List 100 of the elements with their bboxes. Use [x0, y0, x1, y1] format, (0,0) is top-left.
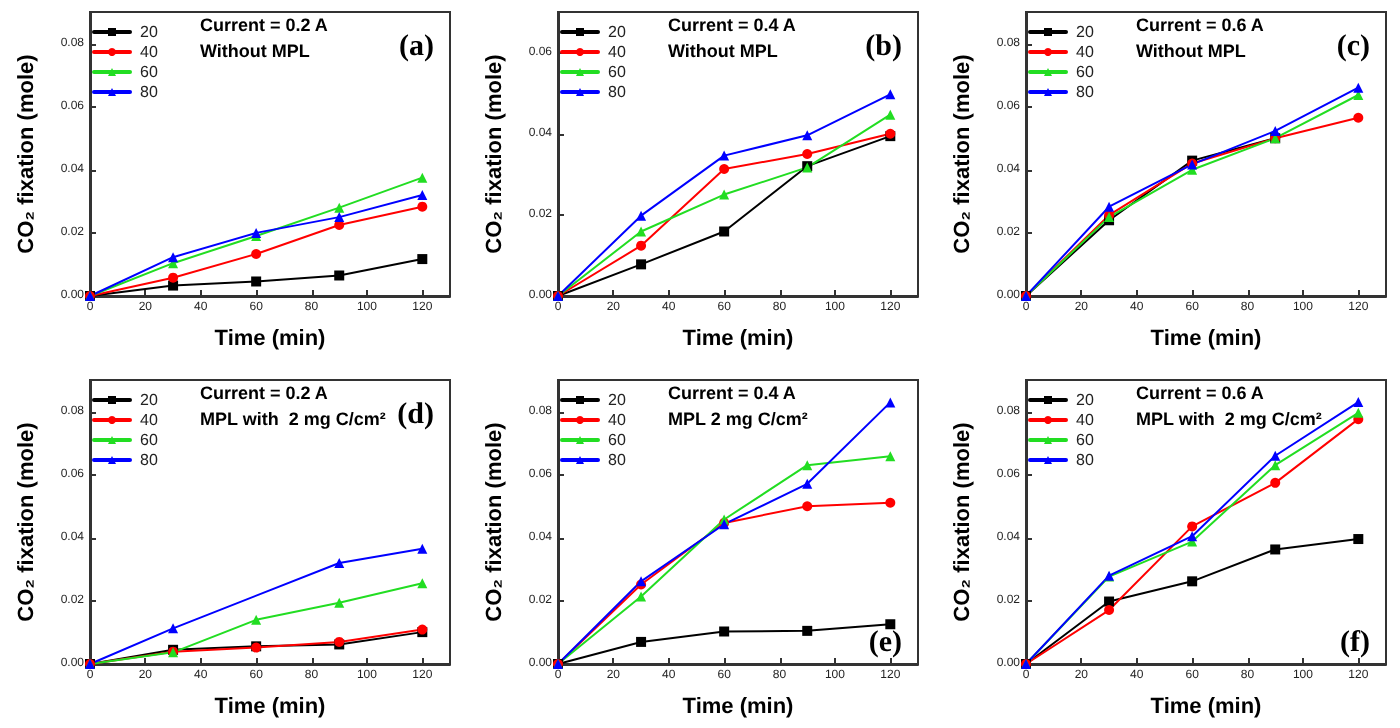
- legend-label: 80: [1076, 83, 1095, 101]
- x-axis-title: Time (min): [682, 327, 795, 351]
- point: [1104, 605, 1115, 616]
- annotation: (e): [868, 627, 903, 659]
- point: [719, 164, 730, 175]
- legend-label: 60: [608, 431, 627, 449]
- annotation: Without MPL: [1136, 41, 1247, 61]
- legend-label: 60: [140, 431, 159, 449]
- x-axis-title: Time (min): [1150, 327, 1263, 351]
- point: [417, 172, 428, 183]
- point: [1353, 534, 1364, 545]
- point: [802, 130, 813, 141]
- legend-label: 60: [1076, 63, 1095, 81]
- legend-label: 80: [140, 83, 159, 101]
- point: [1353, 112, 1364, 123]
- legend-label: 40: [1076, 411, 1095, 429]
- y-axis-title: CO₂ fixation (mole): [951, 421, 975, 622]
- point: [251, 276, 262, 287]
- y-axis-title: CO₂ fixation (mole): [951, 53, 975, 254]
- annotation: MPL with 2 mg C/cm²: [1136, 409, 1322, 429]
- annotation: Current = 0.2 A: [200, 15, 329, 35]
- point: [885, 451, 896, 462]
- y-axis-title: CO₂ fixation (mole): [15, 53, 39, 254]
- point: [168, 623, 179, 634]
- x-axis-title: Time (min): [1150, 695, 1263, 719]
- point: [1187, 576, 1198, 587]
- point: [168, 272, 179, 283]
- point: [1353, 397, 1364, 408]
- annotation: Current = 0.2 A: [200, 383, 329, 403]
- legend-label: 80: [1076, 451, 1095, 469]
- x-axis-title: Time (min): [214, 327, 327, 351]
- point: [417, 201, 428, 212]
- legend-label: 20: [608, 391, 627, 409]
- point: [1270, 460, 1281, 471]
- point: [1270, 125, 1281, 136]
- point: [334, 212, 345, 223]
- point: [1270, 477, 1281, 488]
- annotation: (d): [397, 399, 435, 431]
- point: [168, 252, 179, 263]
- annotation: Without MPL: [200, 41, 311, 61]
- y-axis-title: CO₂ fixation (mole): [15, 421, 39, 622]
- point: [334, 202, 345, 213]
- point: [417, 254, 428, 265]
- annotation: Current = 0.6 A: [1136, 15, 1265, 35]
- annotation: Current = 0.4 A: [668, 15, 797, 35]
- legend-label: 20: [140, 23, 159, 41]
- point: [334, 558, 345, 569]
- legend-label: 40: [140, 411, 159, 429]
- legend-label: 40: [608, 411, 627, 429]
- annotation: (b): [865, 31, 903, 63]
- annotation: MPL with 2 mg C/cm²: [200, 409, 386, 429]
- legend-label: 20: [140, 391, 159, 409]
- x-axis-title: Time (min): [214, 695, 327, 719]
- legend-label: 40: [1076, 43, 1095, 61]
- legend-label: 80: [608, 451, 627, 469]
- legend-label: 20: [608, 23, 627, 41]
- point: [417, 543, 428, 554]
- point: [1187, 521, 1198, 532]
- point: [636, 636, 647, 647]
- point: [802, 149, 813, 159]
- point: [719, 626, 730, 637]
- point: [1187, 531, 1198, 542]
- legend-label: 60: [140, 63, 159, 81]
- legend-label: 20: [1076, 391, 1095, 409]
- point: [802, 460, 813, 471]
- annotation: (c): [1336, 31, 1371, 63]
- point: [1104, 201, 1115, 212]
- point: [636, 210, 647, 221]
- point: [1353, 407, 1364, 418]
- point: [885, 619, 896, 630]
- point: [636, 259, 647, 270]
- legend-label: 40: [140, 43, 159, 61]
- point: [1353, 82, 1364, 93]
- annotation: (f): [1340, 627, 1371, 659]
- y-axis-title: CO₂ fixation (mole): [483, 421, 507, 622]
- point: [168, 280, 179, 291]
- point: [719, 150, 730, 161]
- point: [636, 591, 647, 602]
- annotation: Without MPL: [668, 41, 779, 61]
- point: [1270, 544, 1281, 555]
- point: [885, 109, 896, 120]
- point: [1270, 450, 1281, 461]
- annotation: (a): [399, 31, 435, 63]
- point: [885, 89, 896, 100]
- point: [334, 270, 345, 281]
- legend-label: 40: [608, 43, 627, 61]
- point: [417, 190, 428, 201]
- annotation: Current = 0.6 A: [1136, 383, 1265, 403]
- point: [719, 189, 730, 200]
- point: [885, 397, 896, 408]
- point: [719, 226, 730, 237]
- y-axis-title: CO₂ fixation (mole): [483, 53, 507, 254]
- point: [636, 226, 647, 237]
- point: [417, 578, 428, 589]
- annotation: MPL 2 mg C/cm²: [668, 409, 808, 429]
- legend-label: 80: [140, 451, 159, 469]
- annotation: Current = 0.4 A: [668, 383, 797, 403]
- point: [636, 240, 647, 251]
- point: [334, 597, 345, 608]
- legend-label: 20: [1076, 23, 1095, 41]
